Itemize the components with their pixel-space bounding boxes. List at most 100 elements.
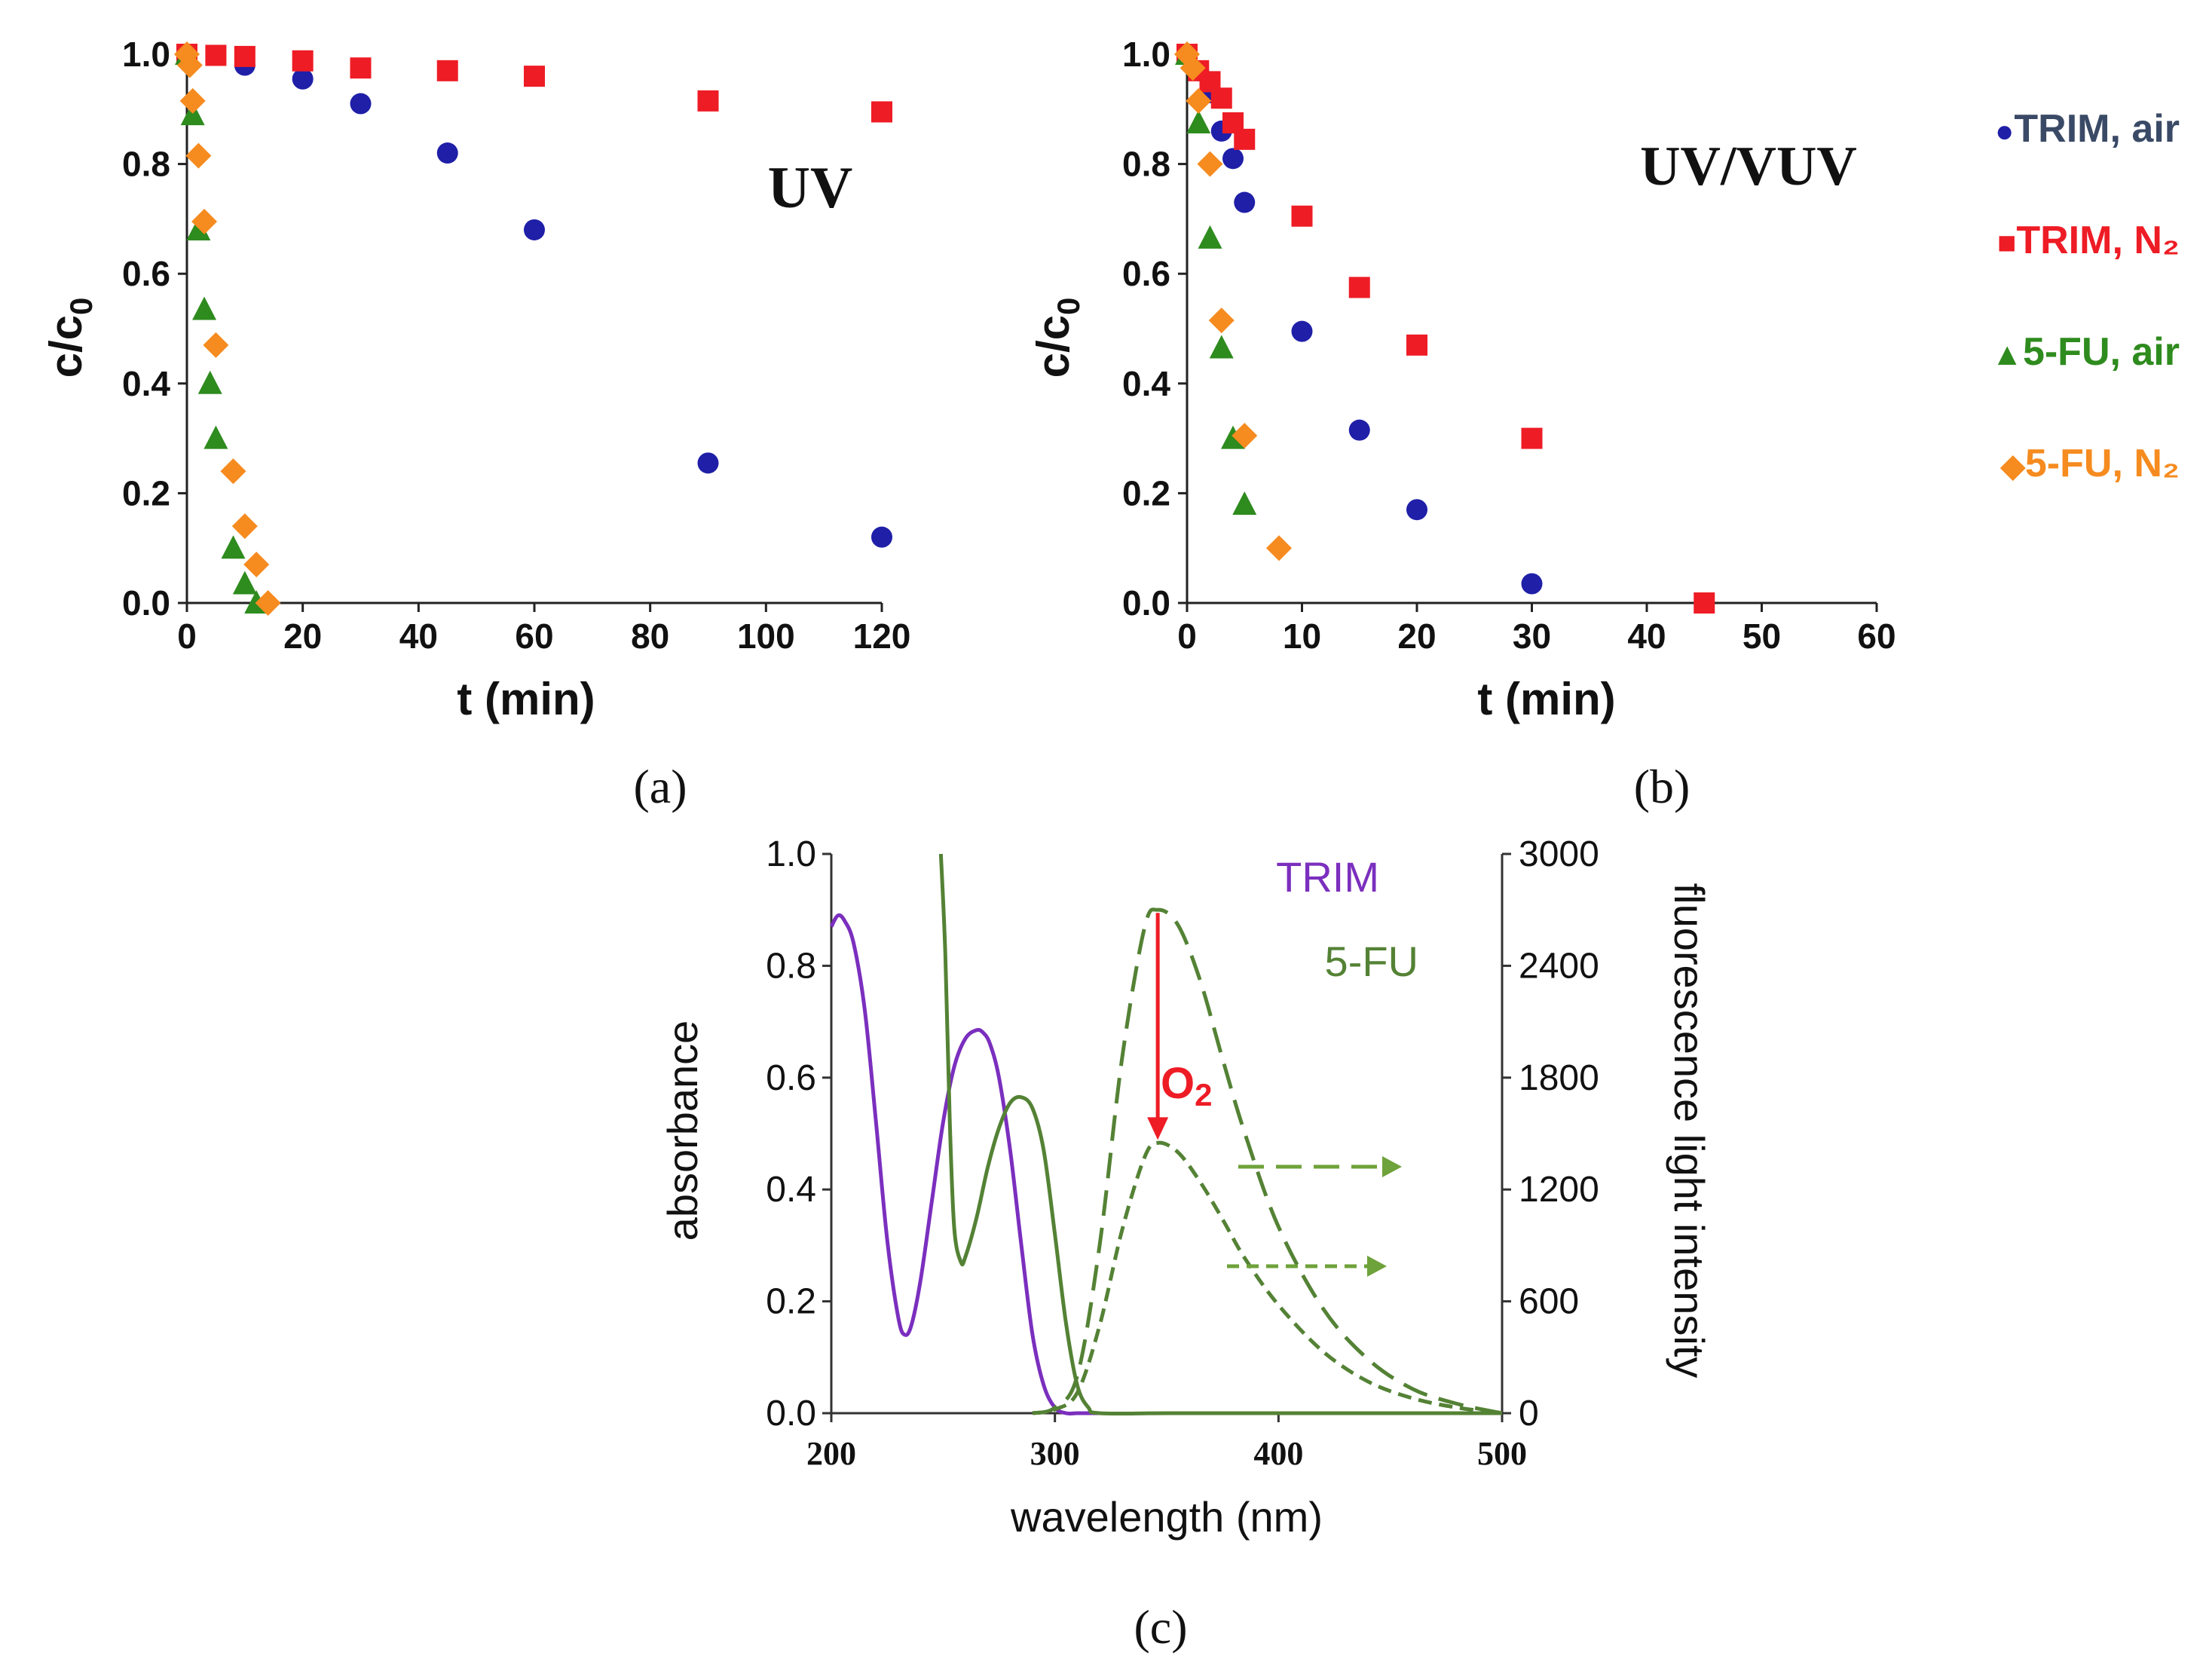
panel-c-arrow-n2-to-right-head xyxy=(1382,1156,1402,1177)
panel-c-legend-5fu: 5-FU xyxy=(1325,938,1418,985)
panel-a-point-fu_n2 xyxy=(231,513,258,540)
panel-a-point-trim_n2 xyxy=(292,50,314,72)
panel-c-o2-main: O xyxy=(1161,1059,1195,1108)
panel-a-plot-area xyxy=(184,24,909,603)
panel-c-o2-arrow-head xyxy=(1147,1117,1169,1140)
legend: ●TRIM, air ■TRIM, N₂ ▲5-FU, air ◆5-FU, N₂ xyxy=(1991,107,2180,485)
panel-b-y-tick-label: 0.6 xyxy=(1122,254,1170,293)
panel-a-point-trim_n2 xyxy=(205,44,227,66)
panel-a-point-trim_n2 xyxy=(234,45,255,67)
panel-b-annotation: UV/VUV xyxy=(1640,136,1857,197)
panel-c-xlabel: wavelength (nm) xyxy=(1010,1493,1323,1541)
legend-label-fu_air: 5-FU, air xyxy=(2023,330,2180,374)
panel-a-x-tick-label: 0 xyxy=(177,617,197,656)
panel-a-x-tick-label: 100 xyxy=(737,617,795,656)
legend-item-trim_air: ●TRIM, air xyxy=(1995,107,2180,151)
panel-a-point-trim_air xyxy=(350,93,372,115)
panel-a-point-fu_n2 xyxy=(176,52,203,78)
panel-a-series-trim_n2 xyxy=(176,44,892,123)
panel-a-y-tick-label: 0.6 xyxy=(122,254,170,293)
panel-a-point-fu_air xyxy=(232,571,257,595)
panel-a-point-trim_n2 xyxy=(436,60,458,81)
panel-b-label: (b) xyxy=(1634,760,1690,813)
panel-b-point-trim_n2 xyxy=(1348,277,1370,298)
panel-b-point-trim_air xyxy=(1222,148,1244,170)
legend-symbol-trim_air: ● xyxy=(1995,113,2014,148)
panel-a-point-trim_n2 xyxy=(524,66,545,87)
panel-a-x-tick-label: 20 xyxy=(283,617,322,656)
panel-b-y-tick-label: 0.4 xyxy=(1122,364,1170,403)
panel-b-x-tick-label: 60 xyxy=(1857,617,1895,656)
panel-b-point-trim_n2 xyxy=(1210,87,1232,109)
panel-a-chart: 0 20 40 60 80 100 120 0.0 0.2 0.4 0.6 0.8 1.0 UV t (… xyxy=(41,24,910,813)
panel-a-point-fu_n2 xyxy=(255,590,281,616)
legend-symbol-trim_n2: ■ xyxy=(1997,225,2016,260)
panel-a-point-fu_air xyxy=(192,296,217,320)
panel-a-point-trim_air xyxy=(524,219,545,240)
panel-b-point-fu_air xyxy=(1209,335,1234,359)
panel-a-x-tick-label: 80 xyxy=(631,617,669,656)
panel-b-point-trim_air xyxy=(1406,499,1427,521)
panel-a-y-tick-label: 0.2 xyxy=(122,473,170,513)
panel-c-ylabel-left: absorbance xyxy=(659,1021,706,1241)
panel-a-point-trim_air xyxy=(292,68,314,90)
legend-label-fu_n2: 5-FU, N₂ xyxy=(2025,442,2180,485)
legend-symbol-fu_n2: ◆ xyxy=(2000,448,2027,483)
panel-a-point-fu_air xyxy=(197,370,222,394)
legend-item-fu_n2: ◆5-FU, N₂ xyxy=(2000,442,2180,485)
panel-b-ylabel-sub: 0 xyxy=(1051,298,1086,315)
panel-b-point-fu_air xyxy=(1232,491,1257,515)
panel-a-point-trim_n2 xyxy=(697,90,719,112)
panel-a-point-fu_n2 xyxy=(179,87,206,114)
panel-b-point-trim_n2 xyxy=(1694,592,1715,614)
panel-c-y-tick-label-left: 0.2 xyxy=(766,1282,816,1322)
panel-a-xlabel: t (min) xyxy=(457,674,595,724)
panel-c-arrow-air-to-right-head xyxy=(1367,1256,1387,1277)
panel-b-point-trim_air xyxy=(1521,573,1543,595)
panel-c-x-tick-label: 300 xyxy=(1030,1435,1080,1472)
panel-a-point-fu_air xyxy=(221,535,246,559)
panel-a-x-tick-label: 60 xyxy=(515,617,553,656)
panel-b-x-tick-label: 10 xyxy=(1283,617,1321,656)
panel-b-point-fu_n2 xyxy=(1180,55,1206,81)
legend-item-trim_n2: ■TRIM, N₂ xyxy=(1997,219,2180,262)
panel-b-y-tick-label: 0.8 xyxy=(1122,145,1170,184)
panel-b-xlabel: t (min) xyxy=(1477,674,1615,724)
panel-b-point-fu_n2 xyxy=(1208,308,1235,334)
panel-a-ylabel-sub: 0 xyxy=(63,298,99,315)
panel-b-point-trim_air xyxy=(1348,419,1370,441)
panel-a-series-fu_n2 xyxy=(174,41,281,616)
panel-a-y-tick-label: 1.0 xyxy=(122,35,170,74)
panel-b-y-tick-label: 0.2 xyxy=(1122,473,1170,513)
panel-b-point-fu_n2 xyxy=(1186,87,1212,114)
panel-c-chart: 200 300 400 500 0.0 0.2 0.4 0.6 0.8 1.0 0 600 1200 18… xyxy=(659,834,1713,1654)
panel-b-point-trim_n2 xyxy=(1521,427,1543,449)
panel-a-ylabel-main: c/c xyxy=(41,315,91,378)
panel-b-point-trim_n2 xyxy=(1291,205,1313,227)
legend-label-trim_air: TRIM, air xyxy=(2014,107,2180,151)
legend-item-fu_air: ▲5-FU, air xyxy=(1991,330,2180,374)
panel-a-y-tick-label: 0.8 xyxy=(122,145,170,184)
panel-b-x-tick-label: 40 xyxy=(1627,617,1666,656)
legend-symbol-fu_air: ▲ xyxy=(1991,336,2023,372)
panel-a-ylabel: c/c0 xyxy=(41,298,99,378)
panel-a-point-fu_air xyxy=(203,425,228,449)
panel-b-point-trim_n2 xyxy=(1406,334,1427,356)
panel-b-y-tick-label: 0.0 xyxy=(1122,583,1170,623)
panel-b-x-tick-label: 0 xyxy=(1177,617,1197,656)
panel-b-chart: 0 10 20 30 40 50 60 0.0 0.2 0.4 0.6 0.8 1.0 UV/VUV t… xyxy=(1028,24,1904,813)
panel-a-annotation: UV xyxy=(768,155,853,220)
panel-a-point-fu_n2 xyxy=(191,209,218,235)
panel-c-y-tick-label-right: 1800 xyxy=(1519,1058,1599,1098)
panel-b-point-fu_n2 xyxy=(1232,422,1258,448)
panel-a-x-tick-label: 120 xyxy=(853,617,911,656)
panel-b-x-tick-label: 30 xyxy=(1513,617,1551,656)
panel-b-x-tick-label: 50 xyxy=(1743,617,1781,656)
panel-c-y-tick-label-left: 0.4 xyxy=(766,1170,816,1210)
panel-c-y-tick-label-right: 2400 xyxy=(1519,946,1599,986)
panel-a-point-trim_air xyxy=(871,526,892,548)
panel-b-point-trim_air xyxy=(1234,191,1256,213)
panel-c-label: (c) xyxy=(1134,1600,1187,1654)
panel-c-line-fu_abs xyxy=(938,853,1502,1416)
panel-c-legend-trim: TRIM xyxy=(1276,853,1379,901)
